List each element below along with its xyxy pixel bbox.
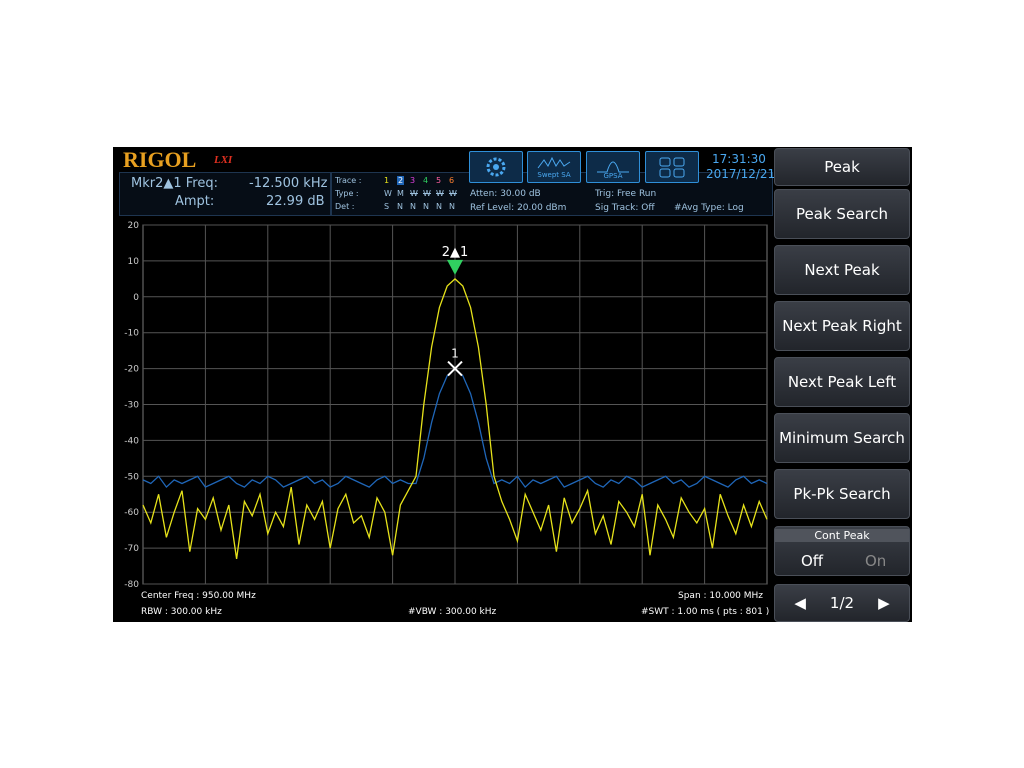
y-tick-label: -30 — [124, 401, 139, 411]
vbw: #VBW : 300.00 kHz — [408, 607, 497, 617]
page-indicator: 1/2 — [829, 594, 855, 612]
gear-svg — [486, 157, 506, 177]
swept-wave — [537, 156, 571, 169]
trace-cell: 2 — [397, 176, 405, 185]
y-tick-label: -20 — [124, 365, 139, 375]
trace-cell: W — [423, 189, 431, 198]
prev-arrow[interactable]: ◀ — [794, 594, 806, 612]
swept-svg — [537, 156, 571, 169]
tile — [673, 168, 685, 178]
y-tick-label: 20 — [128, 221, 140, 231]
ref-level: Ref Level: 20.00 dBm — [470, 203, 567, 213]
softkey[interactable]: Next Peak Right — [774, 301, 910, 351]
marker-freq-value: -12.500 kHz — [249, 176, 328, 191]
gear — [486, 157, 506, 177]
marker-cross — [447, 360, 463, 377]
y-tick-label: -50 — [124, 472, 139, 482]
tile — [659, 168, 671, 178]
softkey[interactable]: Next Peak — [774, 245, 910, 295]
gear-hub — [493, 164, 499, 170]
y-tick-label: 0 — [133, 293, 139, 303]
marker-label: 2▲1 — [442, 245, 469, 260]
y-tick-label: -70 — [124, 544, 139, 554]
marker-freq-label: Mkr2▲1 Freq: — [131, 176, 218, 191]
swept-sa-icon[interactable]: Swept SA — [527, 151, 581, 183]
marker-ampt-value: 22.99 dB — [266, 194, 325, 209]
softkey-title: Peak — [774, 148, 910, 186]
tile — [659, 157, 671, 167]
span: Span : 10.000 MHz — [678, 591, 764, 601]
layout-svg — [659, 157, 685, 178]
trace-cell: N — [423, 202, 429, 211]
atten: Atten: 30.00 dB — [470, 189, 541, 199]
clock-date: 2017/12/21 — [706, 167, 776, 181]
gpsa-svg — [597, 161, 629, 173]
cont-peak-off: Off — [801, 552, 824, 570]
tile — [673, 157, 685, 167]
layout-icon[interactable] — [645, 151, 699, 183]
swept-sa-label: Swept SA — [537, 171, 571, 179]
trace-cell: 1 — [384, 176, 390, 185]
trace-cell: N — [410, 202, 416, 211]
sig-track: Sig Track: Off — [595, 203, 655, 213]
clock-time: 17:31:30 — [712, 152, 766, 166]
y-tick-label: 10 — [128, 257, 140, 267]
y-tick-label: -80 — [124, 580, 139, 590]
trace-cell: 5 — [436, 176, 442, 185]
trig: Trig: Free Run — [595, 189, 657, 199]
settings-icon[interactable] — [469, 151, 523, 183]
trace-cell: W — [410, 189, 418, 198]
spectrum-plot: 20 10 0 -10 -20 -30 -40 -50 -60 -70 -80 2▲1 1 — [124, 221, 768, 590]
swt: #SWT : 1.00 ms ( pts : 801 ) — [641, 607, 770, 617]
analyzer-screen: RIGOL LXI Mkr2▲1 Freq: Ampt: -12.500 kHz… — [113, 147, 912, 622]
y-tick-label: -60 — [124, 508, 139, 518]
softkey[interactable]: Peak Search — [774, 189, 910, 239]
cont-peak-label: Cont Peak — [775, 529, 909, 542]
cont-peak-on: On — [865, 552, 887, 570]
trace-cell: S — [384, 202, 390, 211]
trace-cell: N — [436, 202, 442, 211]
rbw: RBW : 300.00 kHz — [141, 607, 222, 617]
center-freq: Center Freq : 950.00 MHz — [141, 591, 256, 601]
page-key[interactable]: ◀ 1/2 ▶ — [774, 584, 910, 622]
trace-cell: M — [397, 189, 404, 198]
gpsa-wave — [597, 161, 629, 173]
logo-sub: LXI — [214, 154, 233, 166]
trace-cell: Det : — [335, 202, 355, 211]
marker-box — [119, 172, 331, 216]
trace-cell: N — [449, 202, 455, 211]
gpsa-icon[interactable]: GPSA — [586, 151, 640, 183]
trace-cell: W — [449, 189, 457, 198]
trace-cell: 4 — [423, 176, 429, 185]
softkey[interactable]: Next Peak Left — [774, 357, 910, 407]
trace-cell: 6 — [449, 176, 455, 185]
gpsa-label: GPSA — [603, 172, 623, 180]
trace-cell: W — [436, 189, 444, 198]
logo: RIGOL — [123, 147, 197, 172]
next-arrow[interactable]: ▶ — [878, 594, 890, 612]
marker-label: 1 — [451, 347, 459, 361]
softkey[interactable]: Pk-Pk Search — [774, 469, 910, 519]
trace-cell: Trace : — [335, 176, 362, 185]
marker-triangle — [447, 259, 463, 275]
y-tick-label: -40 — [124, 436, 139, 446]
trace-cell: W — [384, 189, 392, 198]
avg-type: #Avg Type: Log — [674, 203, 744, 213]
trace — [142, 277, 768, 559]
trace-cell: 3 — [410, 176, 416, 185]
trace-cell: N — [397, 202, 403, 211]
marker-ampt-label: Ampt: — [175, 194, 215, 209]
trace-cell: Type : — [335, 189, 359, 198]
cont-peak-key[interactable]: Cont Peak Off On — [774, 526, 910, 576]
y-tick-label: -10 — [124, 329, 139, 339]
softkey[interactable]: Minimum Search — [774, 413, 910, 463]
